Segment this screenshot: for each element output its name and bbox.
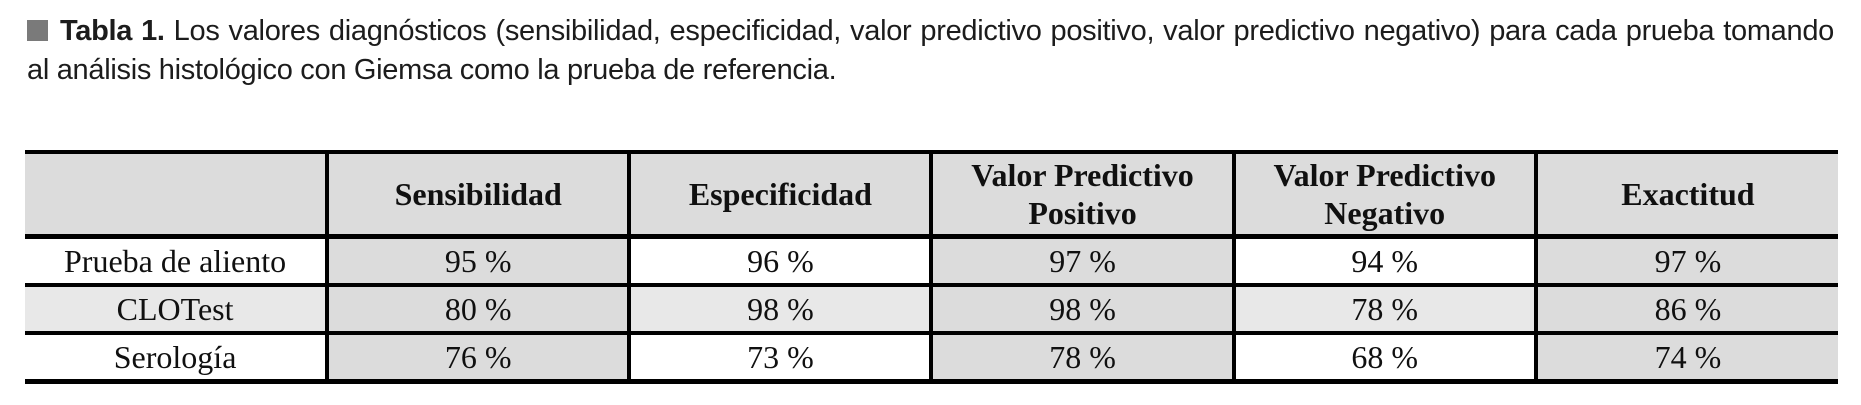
cell-exactitud: 86 % bbox=[1533, 285, 1838, 335]
cell-vpn: 94 % bbox=[1231, 236, 1536, 287]
cell-sensibilidad: 95 % bbox=[325, 236, 630, 287]
column-header-valor-predictivo-positivo: Valor Predictivo Positivo bbox=[929, 152, 1234, 239]
cell-sensibilidad: 80 % bbox=[325, 285, 630, 335]
cell-vpn: 68 % bbox=[1231, 333, 1536, 382]
cell-vpp: 97 % bbox=[929, 236, 1234, 287]
cell-especificidad: 98 % bbox=[627, 285, 932, 335]
table-caption: Tabla 1. Los valores diagnósticos (sensi… bbox=[27, 12, 1834, 90]
caption-text: Los valores diagnósticos (sensibilidad, … bbox=[27, 15, 1834, 86]
cell-vpp: 78 % bbox=[929, 333, 1234, 382]
column-header-especificidad: Especificidad bbox=[627, 152, 932, 239]
column-header-valor-predictivo-negativo: Valor Predictivo Negativo bbox=[1231, 152, 1536, 239]
row-label: CLOTest bbox=[25, 285, 328, 335]
cell-exactitud: 97 % bbox=[1533, 236, 1838, 287]
row-label: Serología bbox=[25, 333, 328, 382]
column-header-sensibilidad: Sensibilidad bbox=[325, 152, 630, 239]
diagnostic-values-table: Sensibilidad Especificidad Valor Predict… bbox=[25, 150, 1838, 384]
table-row-clotest: CLOTest 80 % 98 % 98 % 78 % 86 % bbox=[25, 285, 1838, 335]
cell-exactitud: 74 % bbox=[1533, 333, 1838, 382]
row-label: Prueba de aliento bbox=[25, 236, 328, 287]
cell-vpn: 78 % bbox=[1231, 285, 1536, 335]
cell-especificidad: 73 % bbox=[627, 333, 932, 382]
column-header-test bbox=[25, 152, 328, 239]
table-row-prueba-de-aliento: Prueba de aliento 95 % 96 % 97 % 94 % 97… bbox=[25, 236, 1838, 287]
header-row: Sensibilidad Especificidad Valor Predict… bbox=[25, 152, 1838, 239]
column-header-exactitud: Exactitud bbox=[1533, 152, 1838, 239]
square-bullet-icon bbox=[27, 20, 48, 41]
cell-sensibilidad: 76 % bbox=[325, 333, 630, 382]
caption-label: Tabla 1. bbox=[60, 15, 165, 47]
cell-especificidad: 96 % bbox=[627, 236, 932, 287]
table-row-serologia: Serología 76 % 73 % 78 % 68 % 74 % bbox=[25, 333, 1838, 382]
cell-vpp: 98 % bbox=[929, 285, 1234, 335]
